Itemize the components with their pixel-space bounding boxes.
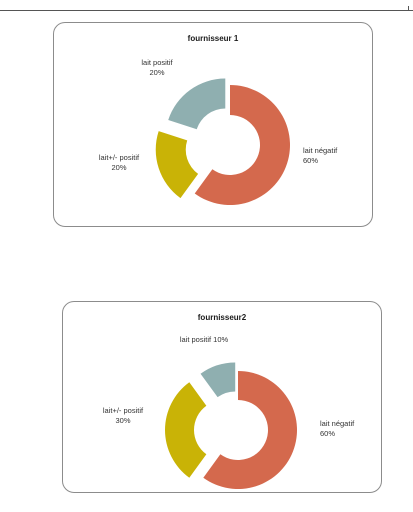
slice-label: lait négatif 60%: [320, 419, 355, 438]
slice-label: lait positif 10%: [180, 335, 229, 344]
slice-label: lait+/- positif 20%: [99, 153, 140, 172]
chart-title: fournisseur 1: [187, 34, 239, 43]
slice-label: lait+/- positif 30%: [103, 406, 144, 425]
doughnut-slice: [203, 371, 297, 489]
chart-title: fournisseur2: [197, 313, 247, 322]
doughnut-slice: [168, 78, 226, 130]
slice-label: lait positif 20%: [141, 58, 173, 77]
page-corner-mark: [408, 6, 409, 10]
doughnut-slice: [200, 362, 236, 398]
doughnut-slice: [165, 382, 207, 478]
chart-fournisseur-2: fournisseur2 lait négatif 60% lait+/- posi…: [62, 301, 382, 493]
doughnut-chart: lait négatif 60% lait+/- positif 30% lait po…: [103, 335, 355, 489]
slice-label: lait négatif 60%: [303, 146, 338, 165]
doughnut-slice: [155, 131, 199, 199]
page-top-rule: [0, 10, 413, 11]
doughnut-slice: [194, 85, 290, 205]
doughnut-chart: lait négatif 60% lait+/- positif 20% lait po…: [99, 58, 338, 205]
chart-fournisseur-1: fournisseur 1 lait négatif 60% lait+/- pos…: [53, 22, 373, 227]
